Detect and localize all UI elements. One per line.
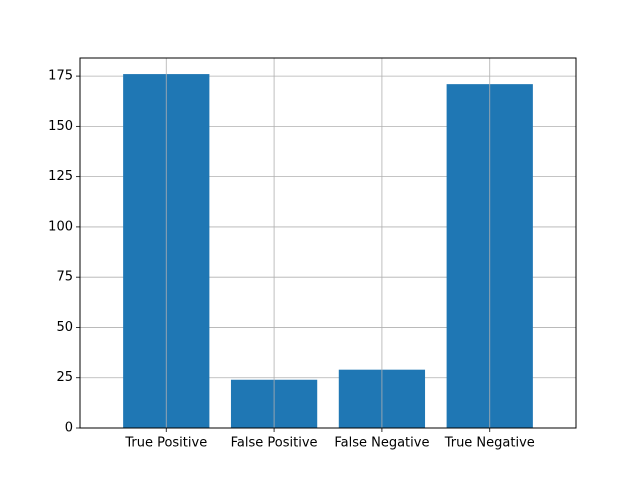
y-tick-label: 75: [56, 270, 73, 285]
x-axis: True Positive False Positive False Negativ…: [124, 428, 535, 451]
plot-frame: [79, 57, 577, 429]
vertical-grid-layer: [165, 58, 491, 428]
y-tick-label: 175: [48, 69, 73, 84]
x-tick-label: True Negative: [444, 436, 535, 451]
x-tick-label: True Positive: [124, 436, 207, 451]
y-tick-label: 150: [48, 119, 73, 134]
bars-layer: [123, 74, 533, 429]
y-tick-label: 125: [48, 169, 73, 184]
y-tick-label: 25: [56, 370, 73, 385]
x-tick-label: False Positive: [231, 436, 318, 451]
x-tick-label: False Negative: [334, 436, 429, 451]
y-tick-label: 100: [48, 219, 73, 234]
y-tick-label: 50: [56, 320, 73, 335]
y-tick-label: 0: [65, 421, 73, 436]
y-axis: 0 25 50 75 100 125 150 175: [48, 69, 80, 436]
